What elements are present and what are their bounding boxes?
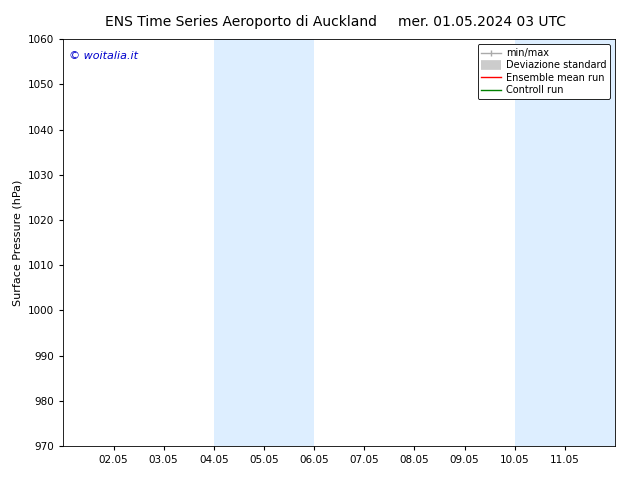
Text: mer. 01.05.2024 03 UTC: mer. 01.05.2024 03 UTC (398, 15, 566, 29)
Text: ENS Time Series Aeroporto di Auckland: ENS Time Series Aeroporto di Auckland (105, 15, 377, 29)
Y-axis label: Surface Pressure (hPa): Surface Pressure (hPa) (13, 179, 23, 306)
Bar (515, 39, 615, 446)
Text: © woitalia.it: © woitalia.it (69, 51, 138, 61)
Bar (214, 39, 314, 446)
Legend: min/max, Deviazione standard, Ensemble mean run, Controll run: min/max, Deviazione standard, Ensemble m… (477, 44, 610, 99)
